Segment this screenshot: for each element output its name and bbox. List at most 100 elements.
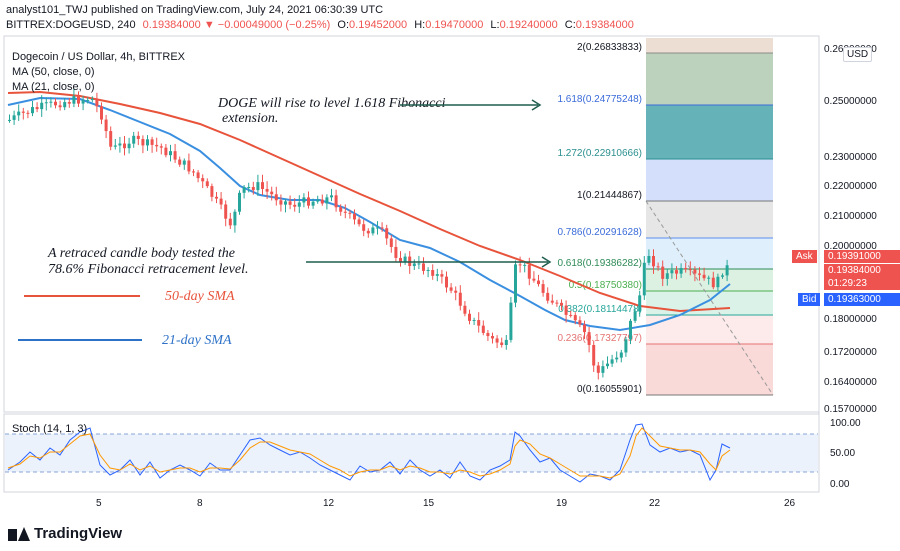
ohlc-low: 0.19240000 xyxy=(499,19,558,31)
candle-body xyxy=(325,197,329,204)
candle-body xyxy=(343,211,347,213)
price-tick: 0.17200000 xyxy=(824,347,877,358)
candle-body xyxy=(26,112,30,114)
price-change: −0.00049000 (−0.25%) xyxy=(217,19,331,31)
candle-body xyxy=(665,273,669,279)
candle-body xyxy=(316,199,320,202)
candle-body xyxy=(633,311,637,321)
fibonacci-extension-zones[interactable] xyxy=(646,38,773,395)
candle-body xyxy=(173,151,177,160)
ma21-line xyxy=(7,96,731,332)
ma50-legend[interactable]: MA (50, close, 0) xyxy=(12,66,95,78)
candle-body xyxy=(721,275,724,277)
time-axis[interactable]: 5 8 12 15 19 22 26 xyxy=(96,498,796,509)
candle-body xyxy=(270,191,274,195)
candle-body xyxy=(127,143,131,149)
candle-body xyxy=(541,284,545,293)
candle-body xyxy=(491,336,494,339)
candle-body xyxy=(371,227,375,234)
candle-body xyxy=(477,320,481,326)
candle-body xyxy=(652,256,655,267)
candle-body xyxy=(100,106,103,120)
candle-body xyxy=(592,345,596,366)
candle-body xyxy=(629,320,632,340)
stoch-axis-50: 50.00 xyxy=(830,448,855,459)
candle-body xyxy=(468,313,471,321)
fib-zone-05 xyxy=(646,269,773,291)
fib-zone-1 xyxy=(646,159,773,201)
ask-label: Ask xyxy=(792,250,817,263)
candle-body xyxy=(104,119,108,132)
candle-body xyxy=(261,182,264,189)
candle-body xyxy=(182,160,186,165)
candle-body xyxy=(233,211,237,226)
price-axis[interactable]: 0.26000000 0.25000000 0.23000000 0.22000… xyxy=(824,44,877,415)
candle-body xyxy=(196,172,200,179)
price-tick: 0.16400000 xyxy=(824,377,877,388)
candle-body xyxy=(702,274,706,279)
candle-body xyxy=(330,195,333,198)
fib-label-0: 0(0.16055901) xyxy=(577,384,642,395)
candle-body xyxy=(77,96,80,104)
ohlc-open: 0.19452000 xyxy=(349,19,408,31)
time-tick: 5 xyxy=(96,498,102,509)
tradingview-logo[interactable]: TradingView xyxy=(8,525,122,542)
candle-body xyxy=(518,264,522,266)
candle-body xyxy=(67,102,71,104)
candle-body xyxy=(334,195,338,208)
candle-body xyxy=(150,139,154,145)
candle-body xyxy=(675,270,678,274)
candle-body xyxy=(178,159,182,165)
last-price-tag: 0.19384000 xyxy=(824,264,900,277)
candle-body xyxy=(219,198,223,205)
candle-body xyxy=(394,246,398,258)
candle-body xyxy=(279,200,283,205)
candle-body xyxy=(380,227,384,229)
candle-body xyxy=(454,290,458,293)
candle-body xyxy=(265,188,269,192)
candle-body xyxy=(63,102,67,108)
candle-body xyxy=(647,256,651,263)
currency-button[interactable]: USD xyxy=(843,47,873,62)
candle-body xyxy=(362,224,366,231)
chart-header: analyst101_TWJ published on TradingView.… xyxy=(0,0,900,34)
candle-body xyxy=(389,238,393,247)
annotation-sma21: 21-day SMA xyxy=(162,333,232,348)
chart-title: Dogecoin / US Dollar, 4h, BITTREX xyxy=(12,51,186,63)
footer: TradingView xyxy=(0,512,900,551)
fib-trend-line xyxy=(645,200,774,396)
fib-zone-2 xyxy=(646,38,773,53)
candle-body xyxy=(274,194,278,201)
candle-body xyxy=(679,267,683,274)
time-tick: 22 xyxy=(649,498,661,509)
candle-body xyxy=(560,302,563,306)
chart-canvas[interactable]: 2(0.26833833) 1.618(0.24775248) 1.272(0.… xyxy=(0,0,900,512)
candle-body xyxy=(339,207,343,212)
candle-body xyxy=(440,274,444,277)
ma21-legend[interactable]: MA (21, close, 0) xyxy=(12,81,95,93)
candle-body xyxy=(146,139,149,146)
candle-body xyxy=(385,228,389,239)
time-tick: 19 xyxy=(556,498,568,509)
candle-body xyxy=(504,339,508,346)
candle-body xyxy=(698,273,701,275)
candle-body xyxy=(615,357,619,360)
fib-zone-1618 xyxy=(646,53,773,105)
candle-body xyxy=(583,324,586,333)
symbol-label: BITTREX:DOGEUSD, 240 xyxy=(6,19,136,31)
candle-body xyxy=(12,115,16,120)
fib-zone-0382 xyxy=(646,291,773,315)
publisher-line: analyst101_TWJ published on TradingView.… xyxy=(6,4,384,16)
candle-body xyxy=(155,144,159,147)
candle-body xyxy=(472,320,476,322)
candle-body xyxy=(435,274,439,276)
candle-body xyxy=(302,197,306,203)
candle-body xyxy=(569,314,573,316)
candle-body xyxy=(426,270,430,272)
symbol-ohlc-line: BITTREX:DOGEUSD, 240 0.19384000 ▼ −0.000… xyxy=(6,19,634,31)
candle-body xyxy=(514,264,517,303)
candle-body xyxy=(564,305,568,315)
stoch-legend[interactable]: Stoch (14, 1, 3) xyxy=(12,423,88,435)
stochastic-pane[interactable]: 100.00 50.00 0.00 xyxy=(5,418,861,490)
candlesticks[interactable] xyxy=(8,88,729,380)
